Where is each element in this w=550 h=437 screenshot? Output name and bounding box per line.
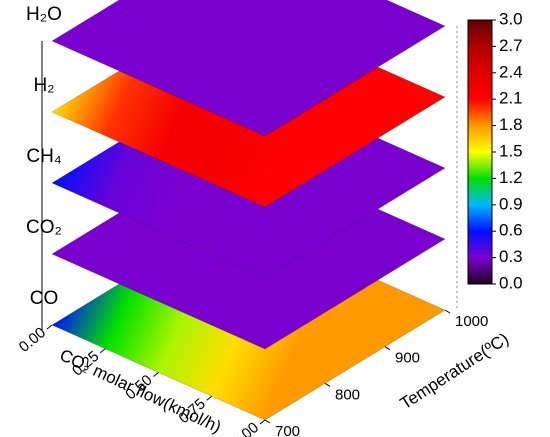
layer-label: CO₂ xyxy=(26,217,62,238)
colorbar-tick-label: 0.0 xyxy=(499,273,523,292)
colorbar-tick-label: 1.2 xyxy=(499,168,523,187)
y-tick xyxy=(384,346,391,351)
y-tick-label: 700 xyxy=(275,423,300,437)
layer-label: CH₄ xyxy=(26,146,61,167)
contour-layer xyxy=(51,0,446,137)
y-tick-label: 900 xyxy=(395,350,420,367)
colorbar-tick-label: 2.7 xyxy=(499,36,523,55)
y-tick-label: 1000 xyxy=(455,313,488,330)
colorbar-tick-label: 3.0 xyxy=(499,9,523,28)
x-tick xyxy=(259,419,266,425)
colorbar-tick-label: 2.1 xyxy=(499,89,523,108)
x-tick xyxy=(46,324,53,330)
colorbar-tick-label: 1.8 xyxy=(499,115,523,134)
colorbar-tick-label: 2.4 xyxy=(499,62,523,81)
layer-label: CO xyxy=(30,288,59,309)
x-tick xyxy=(99,348,106,354)
colorbar-tick-label: 0.9 xyxy=(499,194,523,213)
x-tick xyxy=(153,372,159,377)
x-tick-label: 0.00 xyxy=(16,324,49,356)
y-tick-label: 800 xyxy=(335,386,360,403)
y-axis-label: Temperature(ºC) xyxy=(397,329,512,413)
x-tick xyxy=(206,395,213,401)
y-tick xyxy=(324,382,331,387)
y-tick xyxy=(444,309,451,314)
colorbar-tick-label: 0.6 xyxy=(499,221,523,240)
colorbar xyxy=(467,19,493,285)
x-tick-label: 1.00 xyxy=(229,419,262,437)
y-tick xyxy=(264,419,271,424)
colorbar-tick-label: 0.3 xyxy=(499,247,523,266)
layer-label: H₂ xyxy=(33,75,54,96)
colorbar-tick-label: 1.5 xyxy=(499,141,523,160)
layer-label: H₂O xyxy=(26,4,62,25)
